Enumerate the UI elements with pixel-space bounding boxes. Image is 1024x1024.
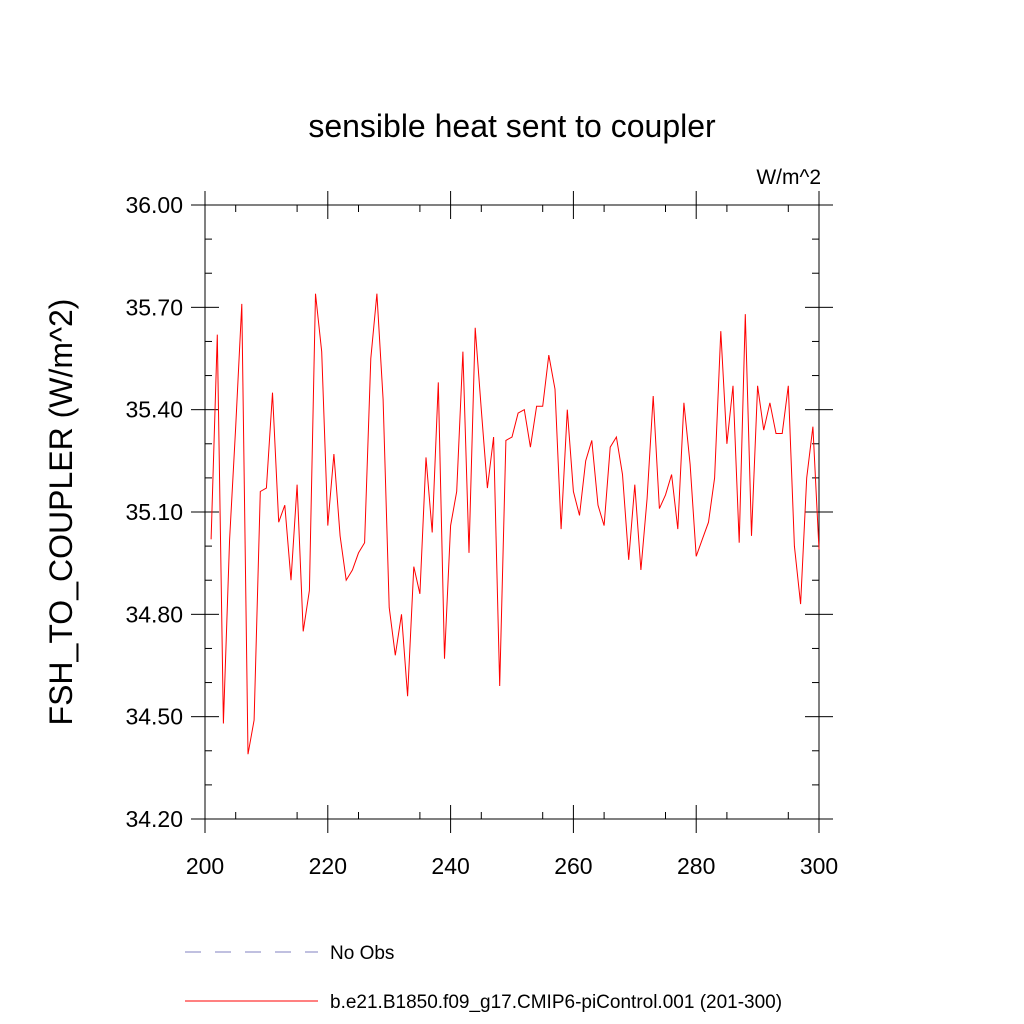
y-axis-label: FSH_TO_COUPLER (W/m^2) (43, 299, 79, 726)
x-tick-label: 240 (431, 853, 469, 879)
x-tick-label: 200 (186, 853, 224, 879)
y-tick-label: 36.00 (125, 192, 183, 218)
plot-frame (204, 204, 820, 820)
y-tick-label: 34.80 (125, 601, 183, 627)
y-tick-label: 35.70 (125, 294, 183, 320)
y-tick-label: 34.20 (125, 806, 183, 832)
y-tick-label: 35.10 (125, 499, 183, 525)
chart-title: sensible heat sent to coupler (308, 108, 716, 144)
x-tick-label: 260 (554, 853, 592, 879)
legend-label-no-obs: No Obs (330, 943, 394, 964)
y-tick-label: 34.50 (125, 704, 183, 730)
series-group (210, 293, 820, 755)
axis-ticks (191, 191, 833, 833)
legend: No Obs b.e21.B1850.f09_g17.CMIP6-piContr… (185, 943, 782, 1013)
tick-labels: 200 220 240 260 280 300 34.20 34.50 34.80 35.10 35… (125, 192, 838, 879)
x-tick-label: 280 (677, 853, 715, 879)
x-tick-label: 300 (800, 853, 838, 879)
y-tick-label: 35.40 (125, 397, 183, 423)
x-tick-label: 220 (309, 853, 347, 879)
series-line (210, 293, 820, 755)
legend-label-picontrol: b.e21.B1850.f09_g17.CMIP6-piControl.001 … (330, 992, 782, 1013)
units-label: W/m^2 (756, 166, 821, 189)
